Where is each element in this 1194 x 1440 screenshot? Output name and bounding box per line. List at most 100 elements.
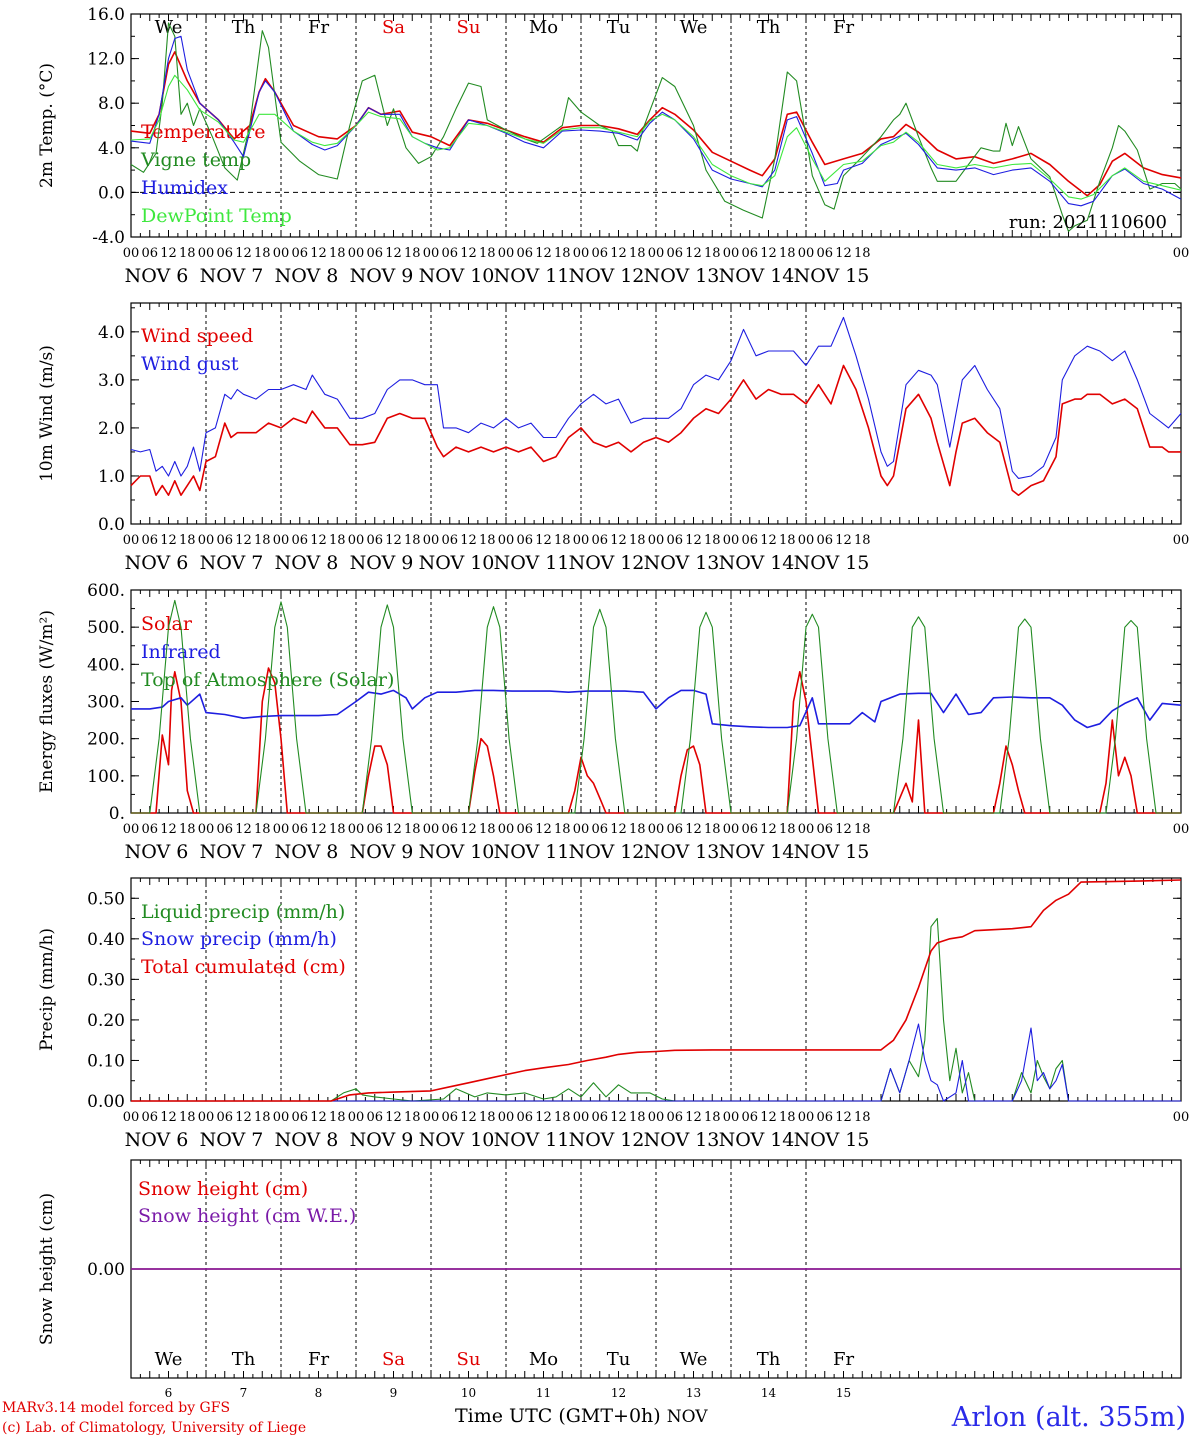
hour-label: 18 [854, 533, 871, 548]
hour-label: 12 [610, 533, 627, 548]
hour-label: 18 [554, 533, 571, 548]
hour-label: 12 [610, 822, 627, 837]
hour-label: 12 [685, 533, 702, 548]
hour-label: 06 [516, 533, 533, 548]
hour-label: 18 [629, 822, 646, 837]
day-name-label: Th [232, 17, 256, 38]
day-name-label: Tu [607, 17, 631, 38]
date-label: NOV 6 [125, 552, 189, 574]
hour-label: 06 [216, 246, 233, 261]
hour-label: 12 [760, 1110, 777, 1125]
y-tick-label: 500. [87, 618, 125, 638]
y-tick-label: 0.10 [87, 1051, 125, 1071]
hour-label: 12 [835, 822, 852, 837]
series-line-dewpoint-temp [130, 74, 1182, 200]
hour-label: 18 [704, 246, 721, 261]
hour-label: 06 [666, 246, 683, 261]
station-name: Arlon (alt. 355m) [951, 1402, 1186, 1433]
y-axis-label: 10m Wind (m/s) [37, 345, 57, 482]
day-name-label: Fr [308, 1349, 329, 1370]
hour-label: 12 [535, 1110, 552, 1125]
y-tick-label: 0.20 [87, 1011, 125, 1031]
hour-label: 00 [198, 1110, 215, 1125]
hour-label: 18 [554, 1110, 571, 1125]
hour-label: 06 [366, 533, 383, 548]
hour-label: 00 [498, 246, 515, 261]
series-line-solar [131, 667, 1181, 814]
hour-label: 12 [385, 1110, 402, 1125]
hour-label: 12 [460, 822, 477, 837]
hour-label: 00 [198, 246, 215, 261]
hour-label: 00 [273, 1110, 290, 1125]
day-name-label: Fr [308, 17, 329, 38]
hour-label: 18 [404, 822, 421, 837]
hour-label: 00 [198, 822, 215, 837]
date-label: NOV 12 [569, 841, 645, 863]
hour-label: 18 [479, 246, 496, 261]
legend-entry: Total cumulated (cm) [141, 956, 346, 978]
series-line-top-of-atmosphere-solar- [131, 599, 1181, 814]
hour-label: 00 [723, 246, 740, 261]
hour-label: 00 [348, 1110, 365, 1125]
hour-label: 06 [141, 1110, 158, 1125]
hour-label: 18 [779, 1110, 796, 1125]
day-number-label: 15 [836, 1386, 851, 1400]
hour-label: 00 [348, 533, 365, 548]
legend-entry: Snow height (cm) [138, 1178, 308, 1200]
hour-label: 00 [798, 533, 815, 548]
y-axis-label: 2m Temp. (°C) [37, 63, 57, 188]
hour-label: 18 [179, 533, 196, 548]
hour-label: 18 [854, 246, 871, 261]
hour-label: 06 [741, 533, 758, 548]
date-label: NOV 8 [275, 552, 339, 574]
hour-label: 00 [498, 1110, 515, 1125]
series-line-vigne-temp [130, 22, 1182, 232]
hour-label: 00 [648, 1110, 665, 1125]
y-axis-label: Precip (mm/h) [37, 928, 57, 1051]
panel-2: 4.0 3.0 2.0 1.0 0.0 10m Wind (m/s) Wind speed W… [37, 302, 1189, 574]
hour-label: 12 [310, 822, 327, 837]
date-label: NOV 15 [794, 552, 870, 574]
hour-label: 18 [254, 822, 271, 837]
day-number-label: 6 [165, 1386, 173, 1400]
hour-label: 06 [666, 533, 683, 548]
date-label: NOV 7 [200, 552, 264, 574]
date-label: NOV 13 [644, 265, 720, 287]
legend-entry: Top of Atmosphere (Solar) [141, 669, 394, 691]
legend-entry: DewPoint Temp [141, 205, 292, 227]
date-label: NOV 11 [494, 841, 570, 863]
day-name-label: We [680, 17, 708, 38]
hour-label: 06 [441, 1110, 458, 1125]
hour-label: 06 [591, 822, 608, 837]
date-label: NOV 11 [494, 1129, 570, 1151]
hour-label: 00 [423, 1110, 440, 1125]
hour-label: 18 [854, 1110, 871, 1125]
hour-label: 18 [329, 822, 346, 837]
hour-label: 00 [648, 246, 665, 261]
day-name-label: Th [757, 17, 781, 38]
hour-label: 00 [423, 822, 440, 837]
day-name-label: Tu [607, 1349, 631, 1370]
y-tick-label: 400. [87, 655, 125, 675]
hour-label: 12 [460, 1110, 477, 1125]
date-label: NOV 8 [275, 841, 339, 863]
x-axis-month: NOV [666, 1407, 708, 1427]
hour-label: 00 [573, 246, 590, 261]
hour-label: 06 [291, 822, 308, 837]
hour-label: 06 [516, 246, 533, 261]
date-label: NOV 7 [200, 841, 264, 863]
date-label: NOV 11 [494, 265, 570, 287]
hour-label: 18 [629, 246, 646, 261]
day-name-label: We [155, 1349, 183, 1370]
date-label: NOV 9 [350, 1129, 414, 1151]
hour-label: 00 [273, 533, 290, 548]
date-label: NOV 10 [419, 265, 495, 287]
hour-label: 12 [835, 533, 852, 548]
hour-label: 12 [685, 1110, 702, 1125]
y-tick-label: 0.00 [87, 1260, 125, 1280]
y-tick-label: 4.0 [98, 139, 125, 159]
day-name-label: Sa [382, 17, 405, 38]
hour-label: 12 [460, 533, 477, 548]
hour-label: 06 [366, 246, 383, 261]
day-name-label: Mo [529, 17, 558, 38]
